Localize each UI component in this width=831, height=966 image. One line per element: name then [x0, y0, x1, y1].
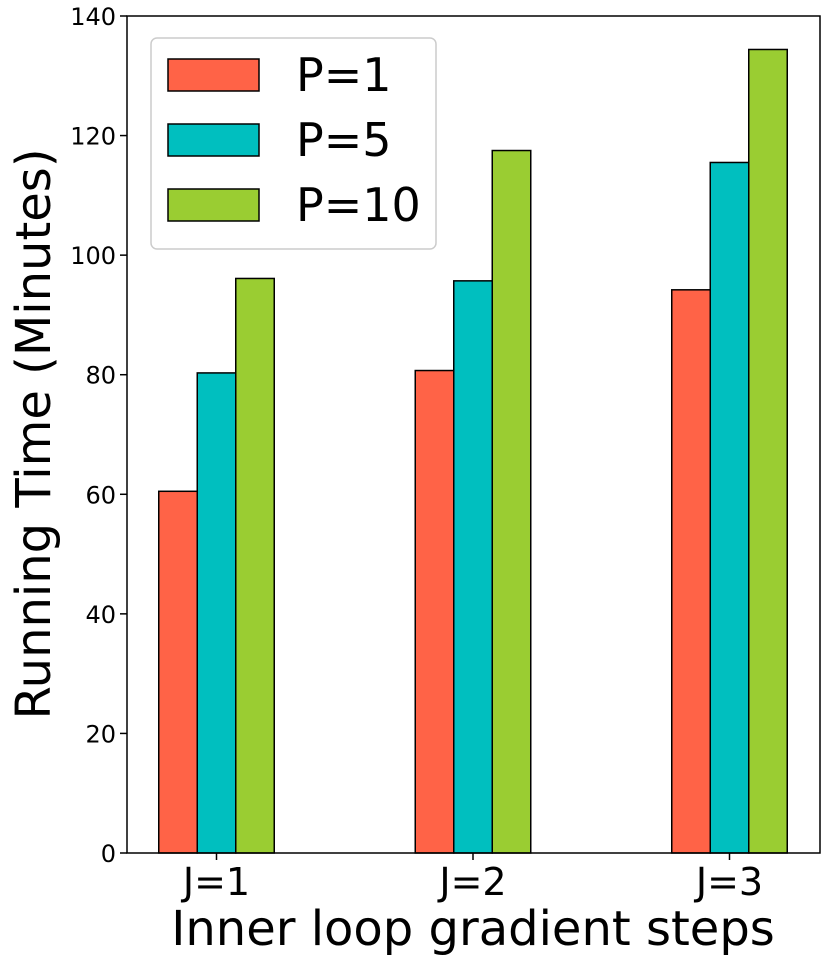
legend-label: P=10 [296, 178, 421, 232]
bar-p5-j3 [709, 161, 750, 854]
y-tick-label: 100 [70, 242, 116, 270]
x-tick-label: J=3 [694, 860, 763, 904]
bar-p5-j2 [453, 280, 493, 854]
y-tick-label: 120 [70, 123, 116, 151]
bars-group [158, 48, 788, 854]
x-axis: J=1 J=2 J=3 [181, 853, 763, 904]
x-axis-title: Inner loop gradient steps [171, 901, 775, 957]
legend-label: P=5 [296, 113, 392, 167]
bar-p5-j1 [196, 372, 237, 854]
legend: P=1 P=5 P=10 [150, 37, 437, 250]
bar-p10-j1 [235, 277, 275, 854]
y-tick-label: 60 [85, 481, 116, 509]
x-tick-label: J=1 [181, 860, 250, 904]
y-tick-label: 20 [85, 720, 116, 748]
legend-swatch [167, 58, 260, 92]
bar-p1-j3 [671, 289, 711, 854]
x-tick-label: J=2 [437, 860, 506, 904]
legend-swatch [167, 123, 260, 157]
legend-label: P=1 [296, 48, 392, 102]
y-tick-label: 80 [85, 362, 116, 390]
bar-p1-j1 [158, 490, 198, 854]
y-axis-title: Running Time (Minutes) [6, 148, 62, 719]
bar-p10-j3 [748, 48, 788, 854]
legend-swatch [167, 188, 260, 222]
y-tick-label: 140 [70, 3, 116, 31]
y-tick-label: 40 [85, 601, 116, 629]
bar-p10-j2 [491, 149, 532, 854]
y-tick-label: 0 [101, 840, 116, 868]
y-axis: 0 20 40 60 80 100 120 140 [70, 3, 127, 868]
bar-p1-j2 [414, 369, 455, 854]
